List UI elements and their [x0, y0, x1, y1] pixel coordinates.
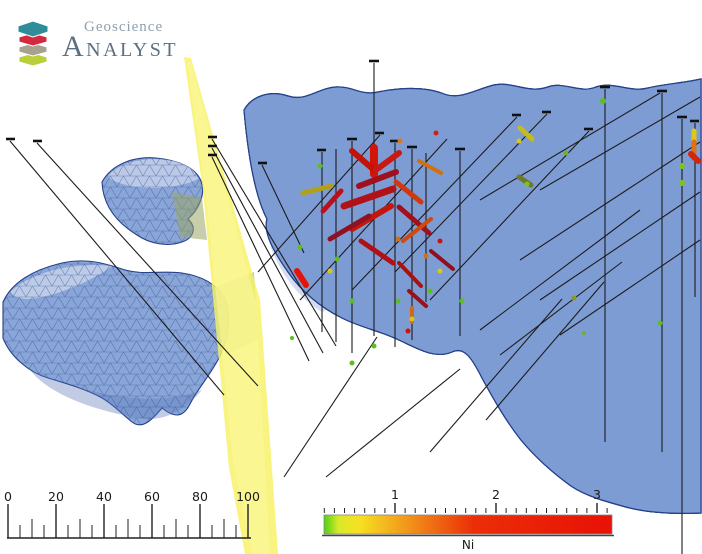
- legend-title: Ni: [462, 538, 474, 552]
- logo-rest: NALYST: [86, 39, 179, 61]
- mesh-surface-main[interactable]: [243, 78, 702, 514]
- assay-interval-segments[interactable]: [294, 125, 701, 324]
- svg-text:1: 1: [391, 487, 399, 502]
- legend-ticks: [323, 503, 608, 513]
- svg-text:60: 60: [144, 489, 160, 504]
- logo-initial-a: A: [62, 30, 87, 63]
- scale-bar-labels: 0 20 40 60 80 100: [4, 489, 260, 504]
- logo-title-line2: ANALYST: [62, 32, 179, 62]
- svg-text:100: 100: [236, 489, 260, 504]
- logo-title-line1: Geoscience: [84, 19, 164, 35]
- mesh-surface-left-large[interactable]: [2, 260, 229, 426]
- legend-gradient-bar: [323, 514, 613, 535]
- svg-text:40: 40: [96, 489, 112, 504]
- drillhole-collar-markers: [6, 59, 699, 165]
- section-plane[interactable]: [184, 57, 278, 554]
- legend-tick-labels: 1 2 3: [391, 487, 601, 502]
- drillhole-traces[interactable]: [9, 63, 701, 554]
- assay-point-markers[interactable]: [290, 98, 685, 366]
- scale-bar-ticks: [7, 504, 249, 538]
- logo-layers-icon: [17, 20, 49, 66]
- svg-text:80: 80: [192, 489, 208, 504]
- color-legend: 1 2 3 Ni: [322, 487, 614, 552]
- svg-text:2: 2: [492, 487, 500, 502]
- svg-text:3: 3: [593, 487, 601, 502]
- mesh-clipped-fragment-upper: [172, 192, 207, 240]
- svg-text:0: 0: [4, 489, 12, 504]
- app-logo: Geoscience ANALYST: [12, 12, 178, 66]
- scale-bar: 0 20 40 60 80 100: [4, 489, 260, 539]
- svg-text:20: 20: [48, 489, 64, 504]
